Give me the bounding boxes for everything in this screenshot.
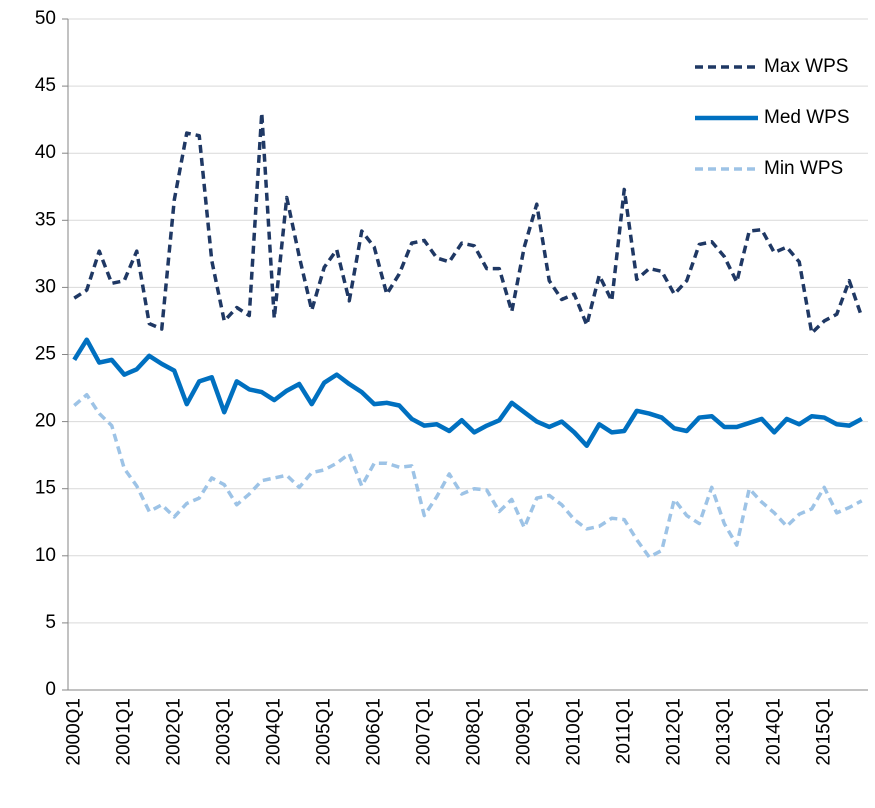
x-tick-label: 2013Q1 <box>713 698 734 766</box>
series-line <box>73 111 864 335</box>
y-tick-label: 50 <box>35 8 56 29</box>
x-tick-label: 2005Q1 <box>313 698 334 766</box>
series-line <box>72 337 863 449</box>
x-tick-label: 2008Q1 <box>463 698 484 766</box>
x-tick-label: 2003Q1 <box>213 698 234 766</box>
y-tick-label: 20 <box>35 411 56 432</box>
y-tick-label: 40 <box>35 142 56 163</box>
y-tick-label: 25 <box>35 344 56 365</box>
x-tick-label: 2006Q1 <box>363 698 384 766</box>
x-tick-label: 2011Q1 <box>613 698 634 764</box>
series-line <box>73 393 863 559</box>
legend-label: Min WPS <box>764 158 843 179</box>
x-tick-label: 2004Q1 <box>263 698 284 766</box>
y-tick-label: 30 <box>35 276 56 297</box>
x-tick-label: 2012Q1 <box>663 698 684 766</box>
y-tick-label: 35 <box>35 209 56 230</box>
x-tick-label: 2007Q1 <box>413 698 434 766</box>
legend-label: Med WPS <box>764 107 850 128</box>
x-tick-label: 2014Q1 <box>763 698 784 766</box>
x-tick-label: 2015Q1 <box>813 698 834 766</box>
y-tick-label: 15 <box>35 478 56 499</box>
x-tick-label: 2002Q1 <box>163 698 184 766</box>
legend-label: Max WPS <box>764 56 848 77</box>
x-tick-label: 2010Q1 <box>563 698 584 766</box>
x-tick-label: 2000Q1 <box>63 698 84 766</box>
y-tick-label: 5 <box>45 612 56 633</box>
x-tick-label: 2001Q1 <box>113 698 134 766</box>
y-tick-label: 10 <box>35 545 56 566</box>
y-tick-label: 0 <box>45 679 56 700</box>
y-tick-label: 45 <box>35 75 56 96</box>
x-tick-label: 2009Q1 <box>513 698 534 766</box>
